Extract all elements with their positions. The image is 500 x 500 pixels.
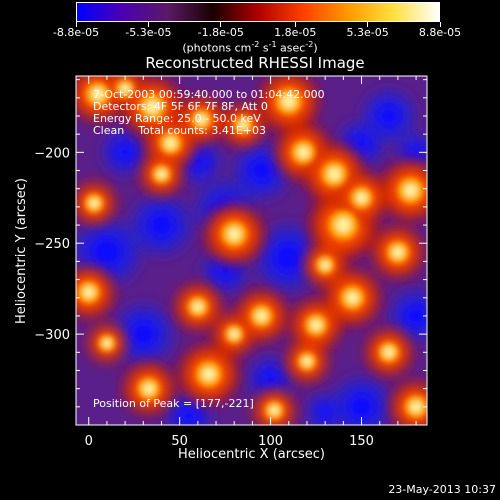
hot-peak xyxy=(383,347,394,358)
colorbar-tick-label: -8.8e-05 xyxy=(52,26,100,39)
plot-frame xyxy=(75,75,428,426)
cold-core xyxy=(349,131,374,156)
cold-core xyxy=(246,155,277,186)
hot-peak xyxy=(404,184,417,197)
hot-peak xyxy=(392,246,404,258)
y-tick-label: −250 xyxy=(34,237,70,252)
hot-peak xyxy=(256,310,267,322)
colorbar-tick xyxy=(294,22,296,27)
colorbar-tick xyxy=(439,22,441,27)
y-tick-label: −200 xyxy=(34,146,70,161)
cold-core xyxy=(88,234,125,271)
x-tick-label: 150 xyxy=(349,434,374,449)
x-tick-label: 0 xyxy=(85,434,93,449)
info-line: Clean Total counts: 3.41E+03 xyxy=(93,124,267,137)
y-axis-label: Heliocentric Y (arcsec) xyxy=(14,178,29,324)
colorbar-tick xyxy=(367,22,369,27)
cold-core xyxy=(315,402,336,423)
colorbar-tick-label: 8.8e-05 xyxy=(418,26,462,39)
info-block: 7-Oct-2003 00:59:40.000 to 01:04:42.000 … xyxy=(93,89,325,137)
hot-peak xyxy=(229,329,239,339)
colorbar-tick xyxy=(147,22,149,27)
hot-peak xyxy=(269,405,279,416)
colorbar-tick-label: 1.8e-05 xyxy=(274,26,317,39)
colorbar xyxy=(76,2,440,22)
cold-core xyxy=(406,142,427,163)
colorbar-tick-label: -5.3e-05 xyxy=(125,26,172,39)
hot-peak xyxy=(202,367,216,381)
hot-peak xyxy=(165,137,177,149)
cold-core xyxy=(113,140,138,165)
info-line: Detectors: 4F 5F 6F 7F 8F, Att 0 xyxy=(93,100,268,113)
hot-peak xyxy=(346,291,359,304)
colorbar-tick-label: -1.8e-05 xyxy=(197,26,244,39)
hot-peak xyxy=(91,88,104,101)
hot-peak xyxy=(156,169,167,179)
cold-core xyxy=(258,367,283,392)
cold-core xyxy=(176,403,201,425)
cold-core xyxy=(270,239,307,276)
hot-peak xyxy=(192,301,203,312)
colorbar-tick-label: 5.3e-05 xyxy=(346,26,389,39)
x-axis-label: Heliocentric X (arcsec) xyxy=(178,447,325,462)
cold-core xyxy=(213,258,238,283)
hot-peak xyxy=(310,319,322,331)
hot-peak xyxy=(227,227,241,241)
hot-peak xyxy=(297,146,310,159)
hot-peak xyxy=(143,383,155,395)
x-tick-label: 100 xyxy=(258,434,283,449)
hot-peak xyxy=(320,260,330,270)
cold-core xyxy=(145,209,178,242)
hot-peak xyxy=(336,217,351,233)
image-map xyxy=(76,76,427,425)
timestamp: 23-May-2013 10:37 xyxy=(388,483,496,496)
hot-peak xyxy=(89,198,99,208)
colorbar-tick xyxy=(75,22,77,27)
cold-core xyxy=(127,318,160,351)
hot-peak xyxy=(83,286,95,298)
colorbar-tick xyxy=(220,22,222,27)
hot-peak xyxy=(302,356,312,366)
hot-peak xyxy=(102,339,112,348)
hot-peak xyxy=(120,84,130,94)
cold-core xyxy=(374,101,403,130)
cold-core xyxy=(402,301,427,330)
hot-peak xyxy=(196,114,207,125)
info-line: Energy Range: 25.0 - 50.0 keV xyxy=(93,112,261,125)
hot-peak xyxy=(327,167,341,181)
cold-core xyxy=(345,390,378,423)
info-line: 7-Oct-2003 00:59:40.000 to 01:04:42.000 xyxy=(93,88,325,101)
hot-peak xyxy=(410,401,422,413)
colorbar-units: (photons cm-2 s-1 asec-2) xyxy=(182,40,318,55)
peak-position: Position of Peak = [177,-221] xyxy=(93,397,254,410)
plot-title: Reconstructed RHESSI Image xyxy=(145,54,365,72)
hot-peak xyxy=(238,120,248,130)
colorbar-gradient xyxy=(77,3,439,21)
x-tick-label: 50 xyxy=(171,434,188,449)
axis-ticks: 0 50 100 150 −200 −250 −300 xyxy=(34,76,427,449)
hot-peak xyxy=(146,100,159,114)
y-tick-label: −300 xyxy=(34,328,70,343)
hot-peak xyxy=(356,192,367,204)
hot-peak xyxy=(282,95,296,108)
